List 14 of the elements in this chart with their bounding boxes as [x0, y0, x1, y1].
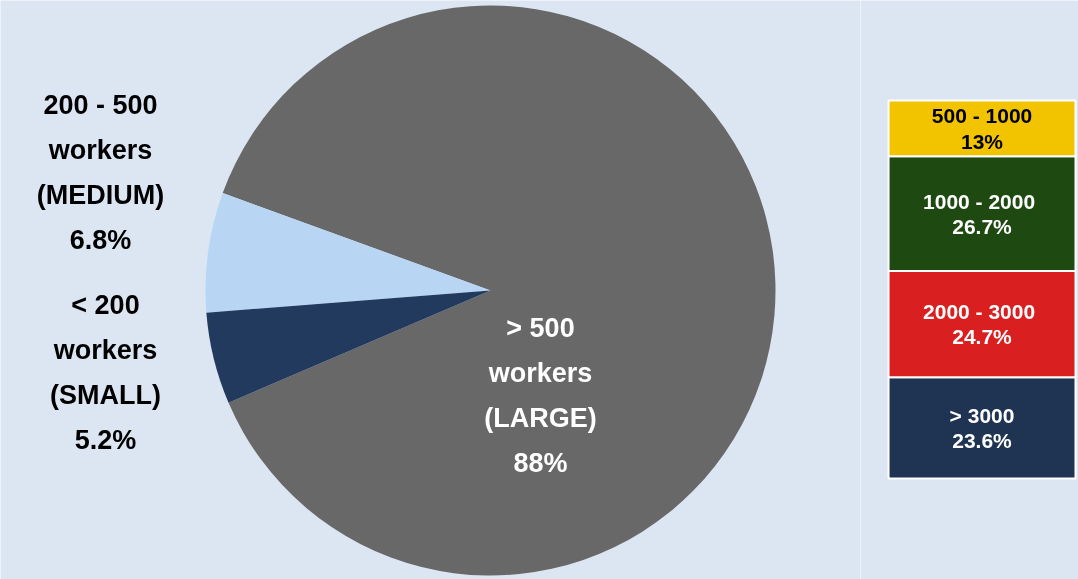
- data-label: 26.7%: [952, 214, 1013, 238]
- series-label: 500 - 1000: [931, 104, 1033, 128]
- data-label: 13%: [961, 129, 1004, 153]
- slice-label: < 200 workers (SMALL): [50, 290, 161, 410]
- series-label: > 3000: [949, 403, 1015, 427]
- data-label: 6.8%: [69, 225, 132, 255]
- series-label: 1000 - 2000: [923, 189, 1036, 213]
- data-label: 5.2%: [74, 425, 137, 455]
- data-label: 88%: [513, 448, 568, 478]
- slice-label: > 500 workers (LARGE): [484, 313, 597, 433]
- data-label: 24.7%: [952, 325, 1013, 349]
- slice-label: 200 - 500 workers (MEDIUM): [36, 90, 165, 210]
- data-label: 23.6%: [952, 428, 1013, 452]
- series-label: 2000 - 3000: [923, 299, 1036, 323]
